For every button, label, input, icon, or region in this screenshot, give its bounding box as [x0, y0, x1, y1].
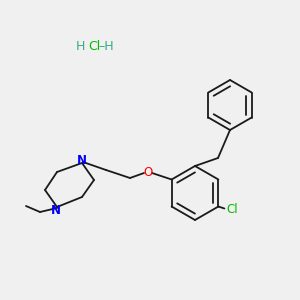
Text: –H: –H [98, 40, 114, 53]
Text: O: O [143, 167, 153, 179]
Text: Cl: Cl [226, 203, 238, 216]
Text: N: N [77, 154, 87, 166]
Text: Cl: Cl [88, 40, 100, 53]
Text: H: H [76, 40, 86, 53]
Text: N: N [51, 205, 61, 218]
